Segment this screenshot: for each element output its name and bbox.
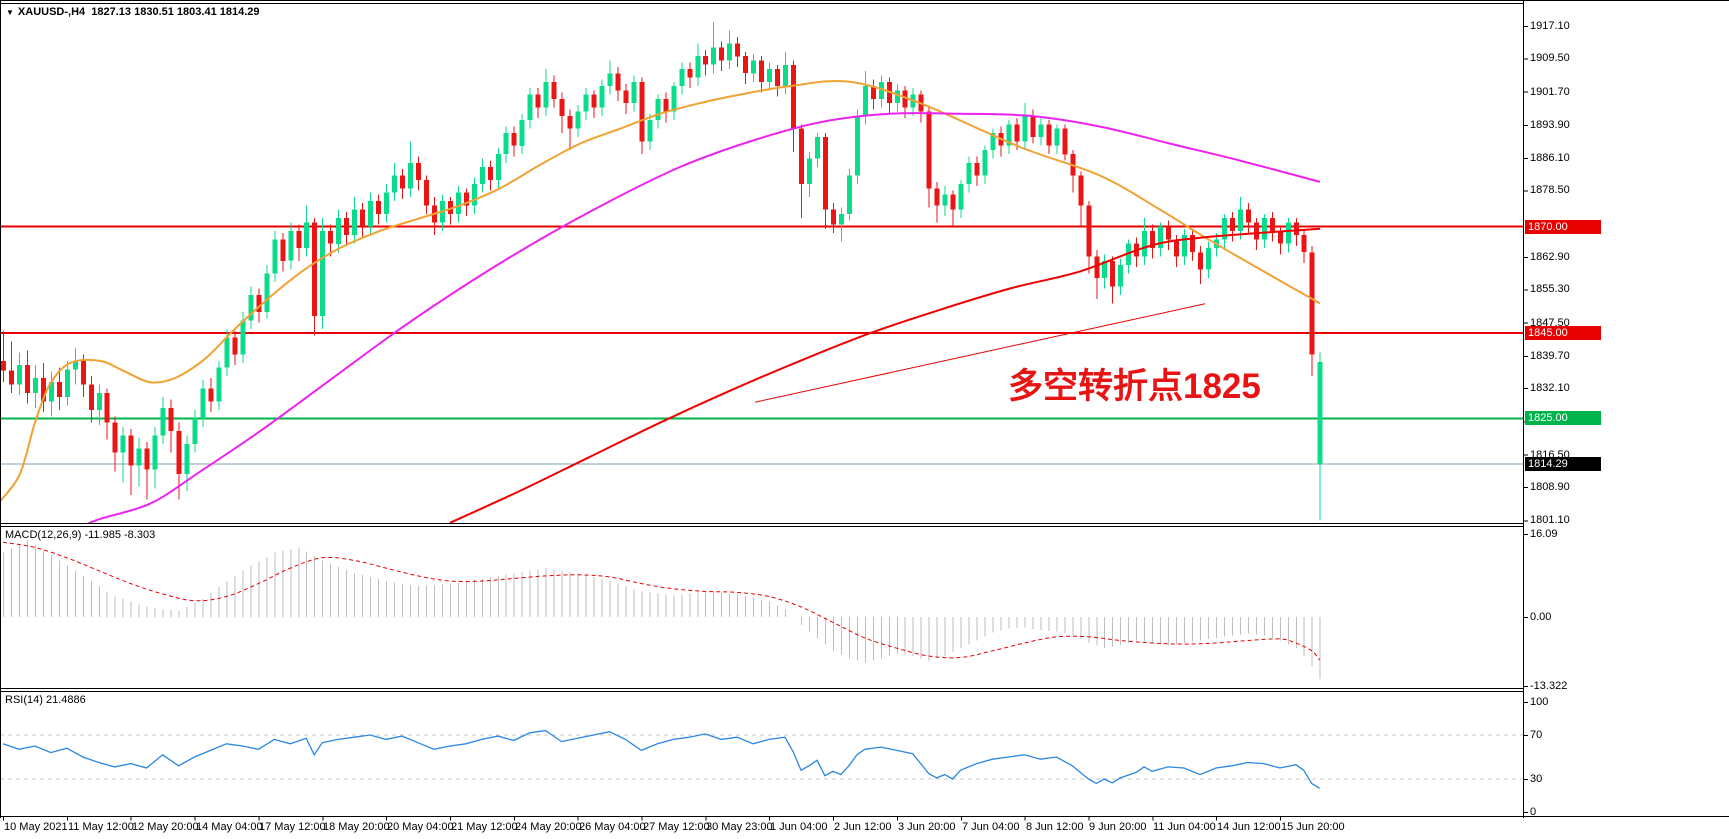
rsi-tick-100: 100	[1530, 696, 1549, 708]
price-tick-1855.30: 1855.30	[1530, 283, 1570, 295]
macd-tick-16.09: 16.09	[1530, 528, 1558, 540]
time-label-3: 14 May 04:00	[196, 821, 263, 833]
macd-signal-line	[2, 541, 1321, 661]
chart-dropdown-icon[interactable]: ▼	[6, 8, 14, 17]
rsi-indicator-label: RSI(14) 21.4886	[5, 694, 86, 706]
chart-borders	[0, 0, 1729, 821]
time-label-5: 18 May 20:00	[323, 821, 390, 833]
time-label-6: 20 May 04:00	[387, 821, 454, 833]
macd-tick--13.322: -13.322	[1530, 680, 1568, 692]
ma-slow-red	[449, 227, 1321, 523]
time-label-1: 11 May 12:00	[68, 821, 134, 833]
time-label-0: 10 May 2021	[4, 821, 68, 833]
time-label-13: 2 Jun 12:00	[834, 821, 892, 833]
time-label-8: 24 May 20:00	[515, 821, 582, 833]
macd-histogram	[3, 540, 1321, 680]
price-tick-1893.90: 1893.90	[1530, 119, 1570, 131]
rsi-tick-30: 30	[1530, 773, 1543, 785]
price-tag-1845.00: 1845.00	[1525, 326, 1601, 340]
chart-header: ▼ XAUUSD-,H4 1827.13 1830.51 1803.41 1814…	[6, 6, 260, 19]
time-label-4: 17 May 12:00	[259, 821, 326, 833]
time-label-2: 12 May 20:00	[132, 821, 199, 833]
time-label-17: 9 Jun 20:00	[1089, 821, 1147, 833]
rsi-tick-70: 70	[1530, 729, 1543, 741]
chart-annotation-text: 多空转折点1825	[1008, 367, 1261, 406]
time-label-20: 15 Jun 20:00	[1281, 821, 1345, 833]
price-tick-1886.10: 1886.10	[1530, 152, 1570, 164]
price-tick-1862.90: 1862.90	[1530, 251, 1570, 263]
symbol-period-label: XAUUSD-,H4	[17, 6, 86, 18]
price-tick-1901.70: 1901.70	[1530, 86, 1570, 98]
time-label-16: 8 Jun 12:00	[1026, 821, 1084, 833]
rsi-tick-0: 0	[1530, 806, 1537, 818]
macd-pane[interactable]	[2, 540, 1321, 680]
price-tick-1917.10: 1917.10	[1530, 20, 1570, 32]
ma-fast-orange	[0, 79, 1321, 503]
price-tag-1825.00: 1825.00	[1525, 411, 1601, 425]
ohlc-values: 1827.13 1830.51 1803.41 1814.29	[91, 6, 260, 18]
main-price-pane[interactable]	[0, 22, 1523, 538]
trendline[interactable]	[754, 303, 1206, 403]
macd-tick-0.00: 0.00	[1530, 611, 1552, 623]
time-label-11: 30 May 23:00	[706, 821, 773, 833]
price-tag-1814.29: 1814.29	[1525, 457, 1601, 471]
time-label-14: 3 Jun 20:00	[898, 821, 956, 833]
price-tick-1808.90: 1808.90	[1530, 481, 1570, 493]
price-tick-1801.10: 1801.10	[1530, 514, 1570, 526]
rsi-pane[interactable]	[0, 729, 1523, 789]
time-label-12: 1 Jun 04:00	[770, 821, 828, 833]
time-label-18: 11 Jun 04:00	[1153, 821, 1216, 833]
time-label-15: 7 Jun 04:00	[962, 821, 1020, 833]
time-label-7: 21 May 12:00	[451, 821, 518, 833]
price-tick-1878.50: 1878.50	[1530, 184, 1570, 196]
price-tick-1832.10: 1832.10	[1530, 382, 1570, 394]
time-label-9: 26 May 04:00	[579, 821, 646, 833]
ma-mid-magenta	[86, 112, 1321, 523]
price-tick-1909.50: 1909.50	[1530, 52, 1570, 64]
price-tag-1870.00: 1870.00	[1525, 220, 1601, 234]
macd-indicator-label: MACD(12,26,9) -11.985 -8.303	[5, 529, 156, 541]
price-tick-1839.70: 1839.70	[1530, 350, 1570, 362]
candles	[1, 22, 1323, 521]
time-label-10: 27 May 12:00	[643, 821, 710, 833]
rsi-line	[2, 729, 1321, 789]
time-label-19: 14 Jun 12:00	[1217, 821, 1281, 833]
